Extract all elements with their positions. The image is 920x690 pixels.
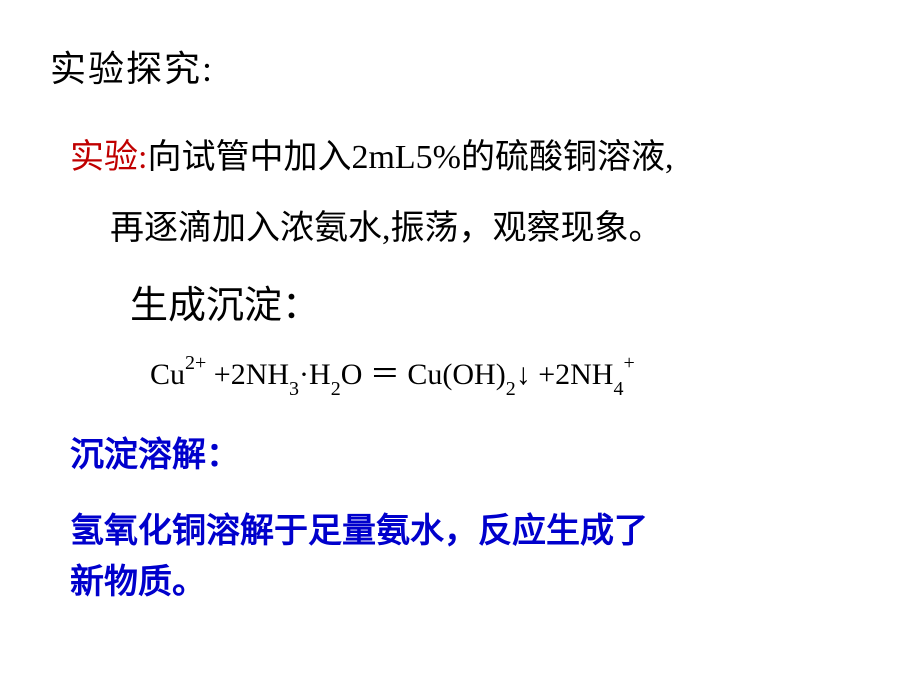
experiment-description-line2: 再逐滴加入浓氨水,振荡，观察现象。: [50, 203, 870, 254]
experiment-label: 实验:: [70, 139, 147, 176]
conclusion-line1: 氢氧化铜溶解于足量氨水，反应生成了: [70, 506, 870, 557]
experiment-text-1: 向试管中加入2mL5%的硫酸铜溶液,: [147, 139, 673, 176]
eq-nh3-sub: 3: [289, 378, 299, 400]
eq-oh2-sub: 2: [506, 378, 516, 400]
precipitate-form-label: 生成沉淀：: [50, 274, 870, 329]
eq-part1: +2NH: [206, 358, 289, 391]
eq-o-eq: O ＝ Cu(OH): [341, 358, 506, 391]
eq-arrow: ↓ +2NH: [516, 358, 614, 391]
eq-nh4-sub: 4: [613, 378, 623, 400]
eq-nh4-sup: +: [623, 352, 634, 374]
conclusion-line2: 新物质。: [70, 557, 870, 608]
eq-h2-sub: 2: [331, 378, 341, 400]
conclusion-text: 氢氧化铜溶解于足量氨水，反应生成了 新物质。: [50, 506, 870, 608]
eq-dot-h: ·H: [299, 358, 331, 391]
dissolve-label: 沉淀溶解：: [50, 427, 870, 476]
experiment-description-line1: 实验:向试管中加入2mL5%的硫酸铜溶液,: [50, 132, 870, 183]
chemical-equation: Cu2+ +2NH3·H2O ＝ Cu(OH)2↓ +2NH4+: [50, 349, 870, 397]
section-title: 实验探究:: [50, 40, 870, 92]
eq-cu: Cu: [150, 358, 185, 391]
eq-cu-charge: 2+: [185, 352, 206, 374]
